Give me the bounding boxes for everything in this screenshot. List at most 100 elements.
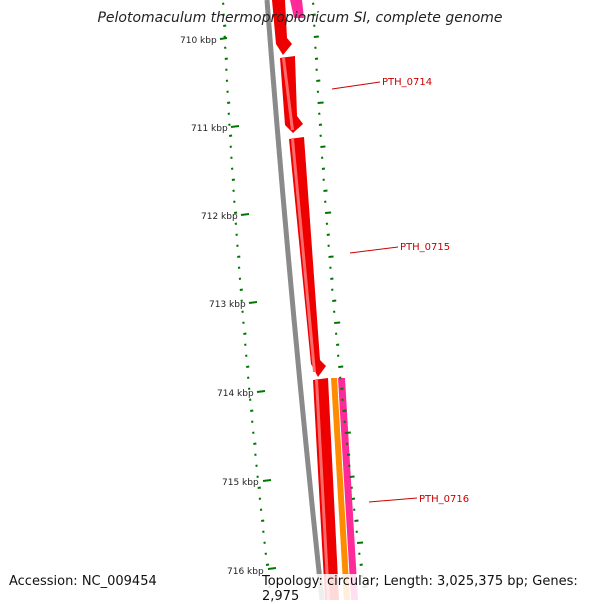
gc-mark bbox=[264, 552, 268, 555]
gc-mark bbox=[315, 68, 318, 71]
gc-mark bbox=[256, 475, 259, 478]
gc-mark bbox=[229, 145, 233, 148]
gc-mark bbox=[321, 167, 326, 170]
gc-mark bbox=[230, 156, 233, 159]
gc-mark bbox=[330, 277, 334, 280]
gc-mark bbox=[253, 442, 257, 445]
gc-mark bbox=[316, 90, 320, 93]
tick-label-716: 716 kbp bbox=[227, 567, 264, 577]
gc-mark bbox=[323, 189, 328, 192]
tick-mark-712 bbox=[240, 213, 250, 216]
genome-title: Pelotomaculum thermopropionicum SI, comp… bbox=[97, 10, 503, 26]
gc-mark bbox=[348, 464, 351, 467]
tick-mark-713 bbox=[248, 301, 258, 304]
gc-mark bbox=[228, 134, 233, 137]
label-line-pth0714 bbox=[331, 81, 381, 90]
gc-mark bbox=[247, 387, 251, 390]
gc-mark bbox=[223, 24, 227, 27]
gc-mark bbox=[237, 255, 241, 258]
gc-mark bbox=[356, 541, 364, 544]
gc-mark bbox=[233, 200, 236, 203]
gc-mark bbox=[228, 123, 231, 126]
gc-mark bbox=[313, 35, 319, 38]
gc-mark bbox=[322, 178, 325, 181]
gc-mark bbox=[326, 233, 330, 236]
tick-mark-710 bbox=[219, 37, 228, 40]
gc-mark bbox=[331, 288, 334, 291]
gc-mark bbox=[329, 266, 332, 269]
gene-label-pth0714: PTH_0714 bbox=[382, 77, 432, 88]
gc-mark bbox=[320, 156, 324, 159]
gc-mark bbox=[327, 244, 330, 247]
gc-mark bbox=[316, 79, 321, 82]
gc-mark bbox=[352, 508, 356, 511]
gc-mark bbox=[252, 431, 255, 434]
reverse-gene-track bbox=[290, 0, 358, 600]
gc-mark bbox=[234, 222, 238, 225]
gc-mark bbox=[339, 376, 342, 379]
gc-content-marks-left bbox=[221, 2, 271, 588]
gc-mark bbox=[332, 310, 336, 313]
label-line-pth0716 bbox=[368, 497, 418, 503]
tick-mark-715 bbox=[262, 479, 272, 482]
gc-mark bbox=[318, 112, 321, 115]
gc-mark bbox=[225, 79, 229, 82]
topology-summary: Topology: circular; Length: 3,025,375 bp… bbox=[262, 574, 600, 604]
gc-mark bbox=[254, 453, 257, 456]
gc-mark bbox=[312, 13, 316, 16]
gc-mark bbox=[359, 563, 363, 566]
label-line-pth0715 bbox=[349, 246, 399, 254]
gc-mark bbox=[317, 101, 324, 104]
gc-mark bbox=[349, 475, 355, 478]
gc-mark bbox=[241, 310, 244, 313]
gc-mark bbox=[242, 321, 245, 324]
gc-mark bbox=[320, 145, 326, 148]
gc-mark bbox=[221, 2, 225, 5]
gc-mark bbox=[240, 299, 243, 302]
gc-mark bbox=[230, 167, 234, 170]
gc-mark bbox=[255, 464, 258, 467]
gc-mark bbox=[258, 497, 262, 500]
gc-mark bbox=[244, 343, 247, 346]
gc-mark bbox=[350, 486, 353, 489]
tick-label-711: 711 kbp bbox=[191, 124, 228, 134]
gc-mark bbox=[222, 13, 225, 16]
gc-mark bbox=[261, 519, 265, 522]
gc-mark bbox=[248, 398, 252, 401]
gc-mark bbox=[334, 321, 341, 324]
gc-mark bbox=[334, 332, 338, 335]
scale-ticks: 710 kbp 711 kbp 712 kbp 713 kbp 714 kbp … bbox=[180, 36, 277, 577]
tick-label-715: 715 kbp bbox=[222, 478, 259, 488]
tick-mark-714 bbox=[256, 390, 266, 393]
tick-label-713: 713 kbp bbox=[209, 300, 246, 310]
gc-mark bbox=[325, 211, 332, 214]
gc-mark bbox=[314, 57, 319, 60]
gc-mark bbox=[227, 101, 231, 104]
gc-mark bbox=[257, 486, 261, 489]
gc-mark bbox=[231, 178, 236, 181]
orange-gene-track bbox=[331, 378, 350, 600]
gc-mark bbox=[226, 90, 229, 93]
accession-text: Accession: NC_009454 bbox=[9, 574, 157, 589]
gc-mark bbox=[225, 68, 228, 71]
gc-mark bbox=[243, 332, 247, 335]
gene-arrow-top bbox=[272, 0, 292, 55]
gc-mark bbox=[342, 409, 347, 412]
tick-mark-711 bbox=[230, 125, 240, 128]
gc-skew-marks-right bbox=[311, 2, 368, 588]
gc-mark bbox=[246, 365, 250, 368]
gc-mark bbox=[351, 497, 356, 500]
gc-mark bbox=[319, 134, 322, 137]
gc-mark bbox=[235, 233, 238, 236]
gc-mark bbox=[224, 46, 227, 49]
gc-mark bbox=[263, 541, 266, 544]
gc-mark bbox=[328, 255, 334, 258]
tick-mark-716 bbox=[267, 567, 277, 570]
gc-mark bbox=[336, 343, 340, 346]
gc-mark bbox=[358, 552, 361, 555]
backbone-ring bbox=[264, 0, 325, 600]
gc-mark bbox=[346, 453, 351, 456]
gc-mark bbox=[345, 442, 349, 445]
gene-label-pth0715: PTH_0715 bbox=[400, 242, 450, 253]
gc-mark bbox=[223, 35, 226, 38]
